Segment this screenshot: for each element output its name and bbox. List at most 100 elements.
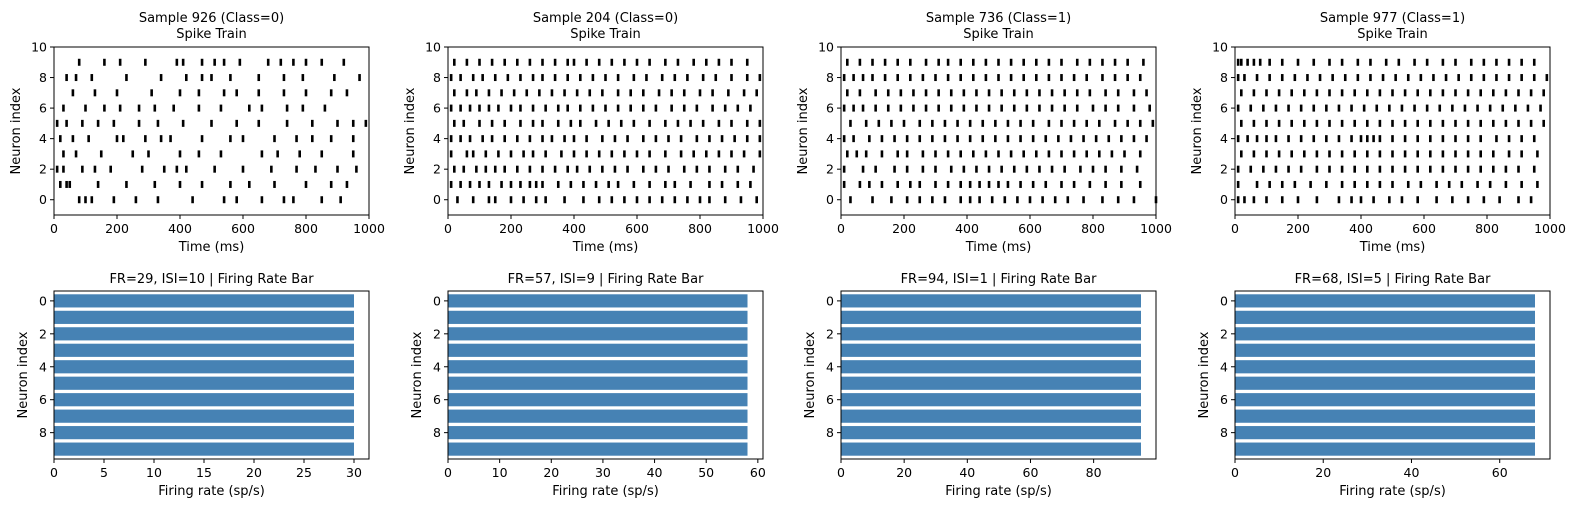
x-tick-label: 800 — [294, 221, 318, 236]
chart-title: Sample 926 (Class=0) — [139, 11, 284, 26]
y-axis-label: Neuron index — [1190, 87, 1205, 174]
subplot-barh-4: FR=68, ISI=5 | Firing Rate Bar 0 20 40 60 0 2 4… — [1197, 272, 1551, 499]
y-tick-label: 8 — [433, 425, 441, 440]
x-tick-label: 0 — [444, 221, 452, 236]
firing-rate-bar — [54, 310, 354, 324]
y-tick-label: 0 — [1220, 293, 1228, 308]
chart-title: Sample 977 (Class=1) — [1320, 11, 1465, 26]
x-tick-label: 1000 — [1140, 221, 1172, 236]
firing-rate-bar — [841, 294, 1141, 308]
chart-title: Sample 204 (Class=0) — [533, 11, 678, 26]
y-tick-label: 0 — [433, 192, 441, 207]
y-tick-label: 4 — [1220, 359, 1228, 374]
x-tick-label: 20 — [543, 465, 559, 480]
x-axis-label: Firing rate (sp/s) — [1339, 484, 1446, 499]
x-tick-label: 50 — [698, 465, 714, 480]
y-tick-label: 8 — [39, 425, 47, 440]
x-tick-label: 30 — [595, 465, 611, 480]
firing-rate-bar — [1235, 442, 1535, 456]
y-tick-label: 4 — [1220, 131, 1228, 146]
chart-title: FR=29, ISI=10 | Firing Rate Bar — [109, 272, 314, 287]
x-axis-label: Time (ms) — [572, 240, 639, 255]
y-tick-label: 2 — [1220, 162, 1228, 177]
y-axis-label: Neuron index — [16, 331, 31, 418]
chart-subtitle: Spike Train — [176, 27, 247, 42]
y-tick-label: 2 — [433, 326, 441, 341]
x-tick-label: 600 — [231, 221, 255, 236]
y-axis-label: Neuron index — [803, 331, 818, 418]
x-tick-label: 0 — [444, 465, 452, 480]
y-axis-label: Neuron index — [796, 87, 811, 174]
firing-rate-bar — [1235, 409, 1535, 423]
y-tick-label: 0 — [1220, 192, 1228, 207]
firing-rate-bar — [54, 442, 354, 456]
x-tick-label: 30 — [346, 465, 362, 480]
firing-rate-bar — [1235, 327, 1535, 341]
y-axis-label: Neuron index — [410, 331, 425, 418]
y-tick-label: 6 — [433, 392, 441, 407]
firing-rate-bar — [448, 393, 748, 407]
y-tick-label: 10 — [1212, 40, 1228, 55]
firing-rate-bar — [841, 376, 1141, 390]
firing-rate-bar — [841, 310, 1141, 324]
x-tick-label: 10 — [146, 465, 162, 480]
x-axis-label: Firing rate (sp/s) — [552, 484, 659, 499]
y-tick-label: 4 — [826, 359, 834, 374]
x-tick-label: 0 — [50, 221, 58, 236]
y-tick-label: 4 — [39, 359, 47, 374]
x-axis-label: Firing rate (sp/s) — [945, 484, 1052, 499]
x-tick-label: 15 — [196, 465, 212, 480]
y-tick-label: 8 — [1220, 70, 1228, 85]
firing-rate-bar — [1235, 343, 1535, 357]
firing-rate-bar — [54, 393, 354, 407]
firing-rate-bar — [841, 442, 1141, 456]
y-axis-label: Neuron index — [1197, 331, 1212, 418]
x-tick-label: 20 — [896, 465, 912, 480]
x-tick-label: 800 — [1081, 221, 1105, 236]
y-tick-label: 8 — [826, 70, 834, 85]
chart-title: FR=68, ISI=5 | Firing Rate Bar — [1295, 272, 1491, 287]
firing-rate-bar — [54, 360, 354, 374]
axes-frame — [1234, 290, 1551, 460]
y-tick-label: 2 — [1220, 326, 1228, 341]
firing-rate-bar — [448, 426, 748, 440]
y-tick-label: 4 — [39, 131, 47, 146]
x-tick-label: 0 — [837, 465, 845, 480]
x-tick-label: 1000 — [1534, 221, 1566, 236]
axes-frame — [53, 290, 370, 460]
firing-rate-bar — [841, 426, 1141, 440]
y-tick-label: 10 — [31, 40, 47, 55]
x-tick-label: 400 — [1349, 221, 1373, 236]
y-tick-label: 0 — [39, 192, 47, 207]
x-tick-label: 600 — [625, 221, 649, 236]
y-tick-label: 2 — [433, 162, 441, 177]
axes-frame — [447, 290, 764, 460]
y-tick-label: 0 — [826, 293, 834, 308]
y-tick-label: 4 — [433, 359, 441, 374]
firing-rate-bar — [54, 409, 354, 423]
y-tick-label: 4 — [433, 131, 441, 146]
firing-rate-bar — [1235, 294, 1535, 308]
x-tick-label: 40 — [1404, 465, 1420, 480]
x-tick-label: 200 — [105, 221, 129, 236]
x-tick-label: 400 — [562, 221, 586, 236]
y-tick-label: 0 — [826, 192, 834, 207]
firing-rate-bar — [841, 409, 1141, 423]
x-axis-label: Time (ms) — [965, 240, 1032, 255]
firing-rate-bar — [1235, 393, 1535, 407]
y-tick-label: 6 — [1220, 392, 1228, 407]
y-tick-label: 6 — [1220, 101, 1228, 116]
x-axis-label: Time (ms) — [178, 240, 245, 255]
firing-rate-bars — [841, 294, 1141, 456]
y-tick-label: 0 — [39, 293, 47, 308]
x-tick-label: 0 — [50, 465, 58, 480]
firing-rate-bars — [448, 294, 748, 456]
x-tick-label: 600 — [1412, 221, 1436, 236]
chart-subtitle: Spike Train — [570, 27, 641, 42]
axes-frame — [447, 46, 764, 216]
